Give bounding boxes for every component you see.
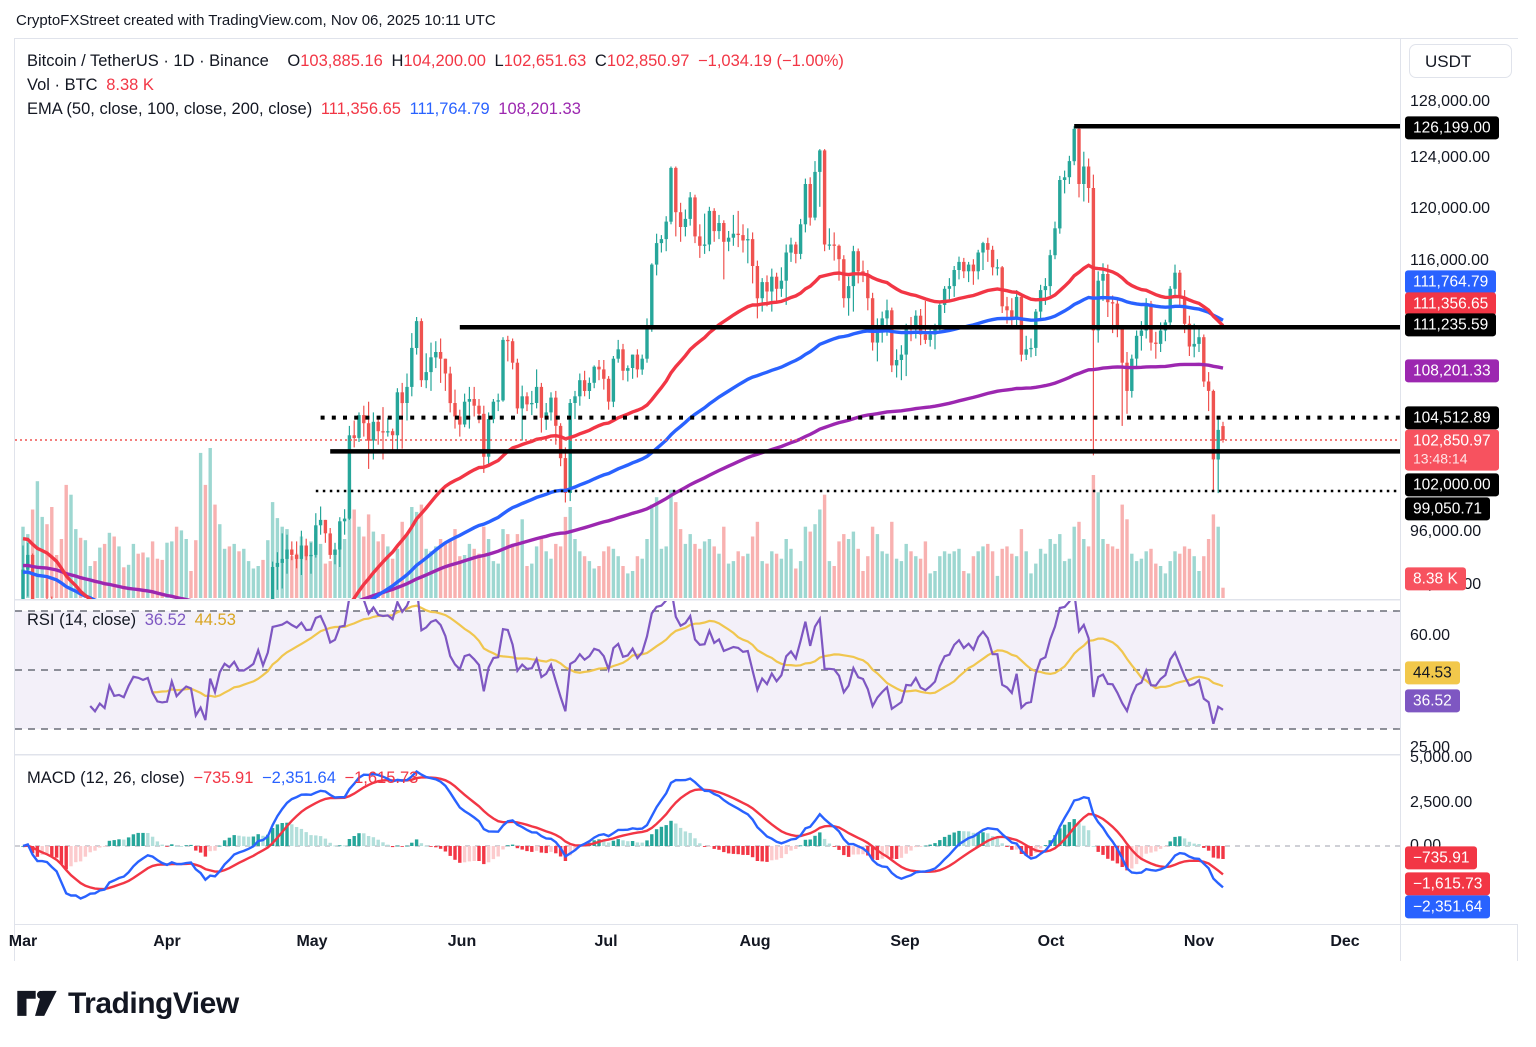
macd-legend[interactable]: MACD (12, 26, close) −735.91 −2,351.64 −…: [27, 769, 422, 788]
change-value: −1,034.19 (−1.00%): [698, 52, 844, 70]
ohlc-open-value: 103,885.16: [300, 52, 383, 70]
month-label: Dec: [1330, 933, 1360, 950]
price-badge: 108,201.33: [1405, 359, 1499, 383]
ema200-value: 108,201.33: [498, 100, 581, 118]
month-label: Aug: [739, 933, 771, 950]
attribution-text: CryptoFXStreet created with TradingView.…: [16, 12, 496, 29]
chart-frame: Bitcoin / TetherUS · 1D · Binance O103,8…: [9, 38, 1518, 961]
price-badge: −2,351.64: [1405, 895, 1491, 919]
price-tick-label: 2,500.00: [1410, 794, 1473, 811]
macd-histogram: [21, 819, 1225, 871]
rsi-line: [89, 601, 1224, 724]
countdown-timer: 13:48:14: [1413, 450, 1468, 467]
price-tick-label: 116,000.00: [1410, 252, 1489, 269]
price-badge: 104,512.89: [1405, 406, 1499, 430]
ohlc-high-value: 104,200.00: [403, 52, 486, 70]
ohlc-high-label: H: [391, 52, 404, 70]
rsi-ma-value: 44.53: [194, 611, 236, 629]
tradingview-logo-icon: [17, 990, 57, 1016]
price-tick-label: 124,000.00: [1410, 149, 1491, 166]
tradingview-branding[interactable]: TradingView: [16, 982, 239, 1026]
rsi-value: 36.52: [144, 611, 187, 629]
price-tick-label: 120,000.00: [1410, 200, 1491, 217]
price-badge: −735.91: [1405, 846, 1478, 870]
chart-canvas[interactable]: [15, 39, 1400, 924]
time-axis[interactable]: Mar Apr May Jun Jul Aug Sep Oct Nov Dec: [9, 924, 1517, 961]
price-badge: 8.38 K: [1405, 567, 1466, 591]
macd-signal-line: [22, 776, 1224, 891]
rsi-label: RSI (14, close): [27, 611, 137, 629]
month-label: Nov: [1183, 933, 1215, 950]
symbol-legend[interactable]: Bitcoin / TetherUS · 1D · Binance O103,8…: [27, 52, 848, 71]
candles: [21, 126, 1225, 599]
chart-plot-area[interactable]: [15, 39, 1400, 924]
month-label: Jul: [594, 933, 618, 950]
price-tick-label: 96,000.00: [1410, 523, 1482, 540]
price-badge: 111,356.65: [1405, 292, 1497, 316]
month-label: Sep: [890, 933, 920, 950]
panel-separator: [15, 599, 1400, 601]
price-badge: −1,615.73: [1405, 872, 1491, 896]
price-badge: 111,235.59: [1405, 313, 1497, 337]
month-label: Oct: [1037, 933, 1065, 950]
price-badge: 102,000.00: [1405, 473, 1499, 497]
price-badge: 102,850.97 13:48:14: [1405, 429, 1499, 471]
price-badge: 36.52: [1405, 689, 1460, 713]
price-tick-label: 60.00: [1410, 627, 1451, 644]
price-tick-label: 128,000.00: [1410, 93, 1491, 110]
month-label: Apr: [153, 933, 181, 950]
axis-separator: [1400, 925, 1401, 961]
symbol-title: Bitcoin / TetherUS · 1D · Binance: [27, 52, 269, 70]
macd-line: [22, 769, 1224, 900]
ohlc-low-value: 102,651.63: [503, 52, 587, 70]
macd-hist-value: −735.91: [193, 769, 254, 787]
ema100-value: 111,764.79: [409, 100, 490, 118]
ema-label: EMA (50, close, 100, close, 200, close): [27, 100, 313, 118]
price-axis[interactable]: USDT 128,000.00 124,000.00 120,000.00 116,0…: [1400, 39, 1518, 924]
ohlc-close-label: C: [594, 52, 607, 70]
macd-label: MACD (12, 26, close): [27, 769, 185, 787]
rsi-legend[interactable]: RSI (14, close) 36.52 44.53: [27, 611, 240, 630]
ema200-line: [22, 362, 1224, 599]
price-badge: 111,764.79: [1405, 270, 1497, 294]
ema100-line: [22, 295, 1224, 599]
month-label: Mar: [8, 933, 38, 950]
macd-signal-value: −1,615.73: [344, 769, 419, 787]
ohlc-close-value: 102,850.97: [606, 52, 690, 70]
month-label: May: [296, 933, 328, 950]
ema-legend[interactable]: EMA (50, close, 100, close, 200, close) …: [27, 100, 585, 119]
ema50-value: 111,356.65: [320, 100, 401, 118]
tradingview-logo-text: TradingView: [68, 987, 239, 1020]
volume-bars: [21, 448, 1225, 598]
price-badge: 44.53: [1405, 661, 1460, 685]
price-tick-label: 25.00: [1410, 739, 1451, 756]
panel-separator: [15, 754, 1400, 756]
price-badge: 99,050.71: [1405, 497, 1490, 521]
macd-line-value: −2,351.64: [262, 769, 336, 787]
month-label: Jun: [447, 933, 477, 950]
price-tick-label: 5,000.00: [1410, 749, 1473, 766]
currency-toggle-button[interactable]: USDT: [1409, 44, 1512, 78]
ohlc-low-label: L: [494, 52, 504, 70]
volume-value: 8.38 K: [106, 76, 154, 94]
volume-legend[interactable]: Vol · BTC 8.38 K: [27, 76, 158, 95]
volume-label: Vol · BTC: [27, 76, 98, 94]
price-badge: 126,199.00: [1405, 116, 1499, 140]
rsi-ma-line: [152, 604, 1224, 698]
ohlc-open-label: O: [287, 52, 301, 70]
